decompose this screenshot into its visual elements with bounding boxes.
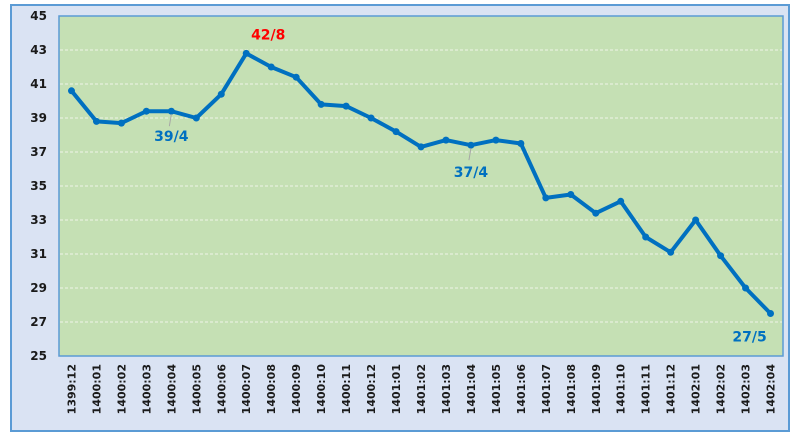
annotation-label: 27/5	[732, 330, 766, 346]
annotation-label: 42/8	[251, 27, 285, 43]
x-tick-label: 1399:12	[65, 364, 78, 414]
data-point	[492, 136, 500, 144]
data-point	[117, 119, 125, 127]
y-tick-label: 27	[30, 315, 47, 329]
x-tick-label: 1400:05	[190, 364, 203, 414]
x-tick-label: 1401:03	[440, 364, 453, 414]
x-tick-label: 1400:01	[90, 364, 103, 414]
x-tick-label: 1400:10	[315, 364, 328, 415]
y-tick-label: 37	[30, 145, 47, 159]
y-tick-label: 31	[30, 247, 47, 261]
data-point	[67, 87, 75, 95]
x-tick-label: 1401:04	[465, 364, 478, 415]
data-point	[392, 128, 400, 136]
y-tick-label: 39	[30, 111, 47, 125]
x-tick-label: 1401:02	[415, 364, 428, 414]
x-tick-label: 1401:05	[490, 364, 503, 414]
y-tick-label: 45	[30, 9, 47, 23]
data-point	[592, 209, 600, 217]
x-tick-label: 1400:04	[165, 364, 178, 415]
data-point	[92, 117, 100, 125]
data-point	[317, 100, 325, 108]
x-tick-label: 1402:02	[715, 364, 728, 414]
data-point	[417, 143, 425, 151]
x-tick-label: 1401:09	[590, 364, 603, 414]
data-point	[642, 233, 650, 241]
annotation-leader	[168, 114, 172, 127]
x-tick-label: 1400:07	[240, 364, 253, 414]
x-tick-label: 1400:12	[365, 364, 378, 414]
annotation-label: 39/4	[154, 129, 189, 145]
data-point	[742, 284, 750, 292]
gridlines	[60, 49, 782, 323]
y-tick-label: 41	[30, 77, 47, 91]
x-tick-label: 1400:02	[115, 364, 128, 414]
data-point	[692, 216, 700, 224]
x-tick-label: 1402:01	[690, 364, 703, 414]
data-point	[167, 107, 175, 115]
y-tick-label: 43	[30, 43, 47, 57]
annotations: 39/4 42/8 37/4 27/5	[154, 27, 767, 345]
data-point	[367, 114, 375, 122]
data-point	[267, 63, 275, 71]
series-line	[67, 49, 775, 317]
x-tick-label: 1400:03	[140, 364, 153, 414]
x-tick-label: 1402:03	[740, 364, 753, 414]
x-tick-label: 1400:06	[215, 364, 228, 415]
data-point	[217, 90, 225, 98]
y-tick-label: 29	[30, 281, 47, 295]
x-tick-label: 1401:10	[615, 364, 628, 415]
x-tick-label: 1402:04	[765, 364, 778, 415]
x-tick-label: 1401:07	[540, 364, 553, 414]
x-tick-label: 1401:06	[515, 364, 528, 415]
y-tick-label: 33	[30, 213, 47, 227]
x-tick-label: 1401:01	[390, 364, 403, 414]
x-tick-label: 1401:08	[565, 364, 578, 414]
annotation-leader	[468, 148, 472, 161]
data-point	[542, 194, 550, 202]
data-point	[467, 141, 475, 149]
annotation-label: 37/4	[454, 165, 489, 181]
data-point	[567, 191, 575, 198]
data-point	[667, 248, 675, 256]
data-point	[342, 102, 350, 110]
y-axis-ticks: 25 27 29 31 33 35 37 39 41 43 45	[30, 9, 47, 363]
x-tick-label: 1400:08	[265, 364, 278, 414]
data-point	[767, 310, 775, 317]
data-point	[242, 49, 250, 57]
data-point	[717, 252, 725, 260]
data-point	[142, 107, 150, 115]
x-axis-ticks: 1399:12 1400:01 1400:02 1400:03 1400:04 1400:…	[65, 364, 777, 415]
x-tick-label: 1401:12	[665, 364, 678, 414]
y-tick-label: 25	[30, 349, 47, 363]
data-point	[192, 114, 200, 122]
data-point	[292, 73, 300, 81]
y-tick-label: 35	[30, 179, 47, 193]
x-tick-label: 1400:09	[290, 364, 303, 414]
data-point	[517, 140, 525, 147]
data-point	[617, 197, 625, 205]
x-tick-label: 1401:11	[640, 364, 653, 414]
x-tick-label: 1400:11	[340, 364, 353, 414]
data-point	[442, 136, 450, 144]
